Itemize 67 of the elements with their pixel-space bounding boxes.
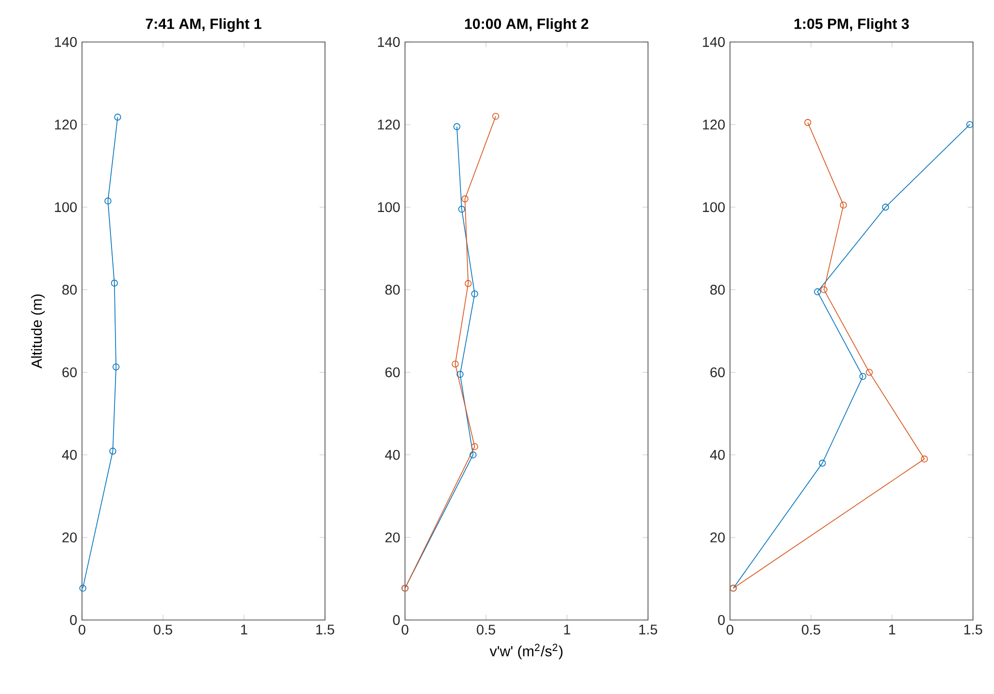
y-tick-label: 0: [393, 615, 400, 625]
y-tick-label: 80: [710, 284, 725, 295]
point: [471, 290, 478, 298]
point: [79, 584, 86, 592]
y-tick-label: 140: [703, 37, 725, 47]
y-tick-label: 20: [710, 532, 725, 542]
y-tick-label: 40: [385, 450, 400, 460]
y-tick-label: 120: [703, 120, 725, 130]
point: [452, 360, 459, 368]
point: [109, 448, 116, 455]
x-tick-label: 1.5: [639, 624, 658, 634]
y-tick-label: 40: [710, 450, 725, 460]
y-tick-label: 140: [378, 37, 400, 47]
y-tick-label: 80: [385, 284, 400, 295]
point: [866, 368, 873, 376]
y-tick-label: 100: [703, 202, 725, 212]
point: [920, 456, 928, 462]
x-tick-label: 1.5: [964, 624, 982, 634]
point: [814, 288, 821, 296]
point: [110, 280, 118, 287]
point: [966, 121, 974, 128]
point: [458, 206, 466, 213]
x-tick-label: 0: [78, 624, 86, 635]
point: [859, 372, 866, 380]
point: [456, 370, 464, 378]
point: [882, 204, 889, 211]
y-tick-label: 40: [62, 450, 77, 460]
x-tick-label: 0: [402, 624, 408, 635]
y-tick-label: 140: [55, 37, 77, 47]
y-tick-label: 60: [710, 367, 725, 378]
x-tick-label: 1: [241, 624, 248, 634]
point: [114, 114, 122, 121]
y-tick-label: 20: [62, 532, 77, 542]
point: [818, 460, 826, 467]
point: [820, 286, 828, 294]
x-tick-label: 0: [726, 624, 734, 635]
x-tick-label: 0.5: [476, 624, 496, 635]
point: [112, 363, 120, 370]
y-tick-label: 80: [62, 284, 77, 295]
y-tick-label: 60: [385, 367, 400, 378]
x-tick-label: 0.5: [802, 624, 820, 635]
y-tick-label: 20: [385, 532, 400, 542]
y-tick-label: 120: [378, 120, 400, 130]
point: [461, 195, 468, 202]
x-tick-label: 1: [889, 624, 896, 634]
y-tick-label: 100: [55, 202, 77, 212]
y-tick-label: 60: [62, 367, 77, 378]
point: [804, 119, 812, 126]
point: [492, 112, 500, 120]
point: [104, 197, 112, 204]
x-tick-label: 0.5: [154, 624, 172, 635]
y-axis-title: Altitude (m): [31, 294, 45, 368]
chart-title: 1:05 PM, Flight 3: [794, 18, 909, 32]
point: [470, 451, 477, 458]
y-tick-label: 0: [718, 615, 725, 625]
point: [453, 123, 460, 130]
x-axis-title: v'w' (m$^{2}$/s$^{2}$): [490, 644, 562, 660]
point: [471, 443, 478, 450]
y-tick-label: 120: [55, 120, 77, 130]
point: [840, 202, 847, 209]
y-tick-label: 100: [378, 202, 400, 212]
y-tick-label: 0: [70, 615, 77, 625]
chart-title: 7:41 AM, Flight 1: [146, 18, 262, 32]
point: [464, 280, 472, 287]
x-tick-label: 1.5: [316, 624, 334, 634]
x-tick-label: 1: [564, 624, 570, 634]
chart-title: 10:00 AM, Flight 2: [465, 18, 588, 32]
